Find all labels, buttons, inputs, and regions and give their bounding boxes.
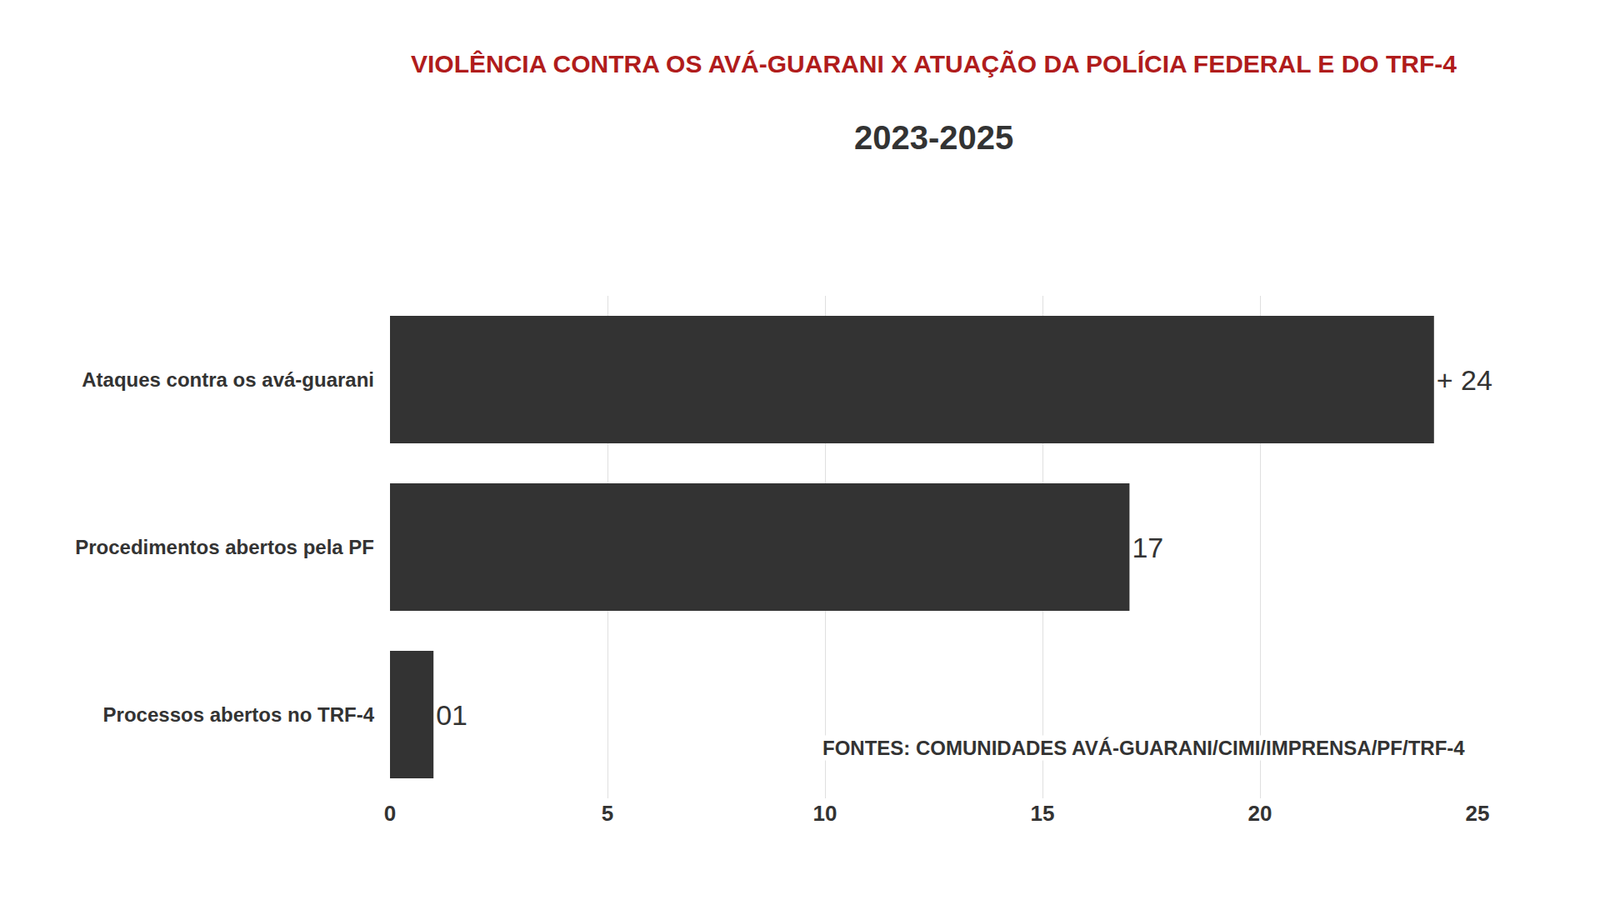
svg-text:01: 01 bbox=[435, 699, 468, 731]
svg-text:17: 17 bbox=[1131, 531, 1164, 564]
svg-text:+ 24: + 24 bbox=[1436, 364, 1493, 396]
svg-text:10: 10 bbox=[813, 800, 838, 826]
svg-text:Processos abertos no TRF-4: Processos abertos no TRF-4 bbox=[103, 703, 375, 726]
svg-text:5: 5 bbox=[601, 800, 614, 826]
svg-text:VIOLÊNCIA CONTRA OS AVÁ-GUARAN: VIOLÊNCIA CONTRA OS AVÁ-GUARANI X ATUAÇÃ… bbox=[410, 50, 1457, 78]
svg-text:Ataques contra os avá-guarani: Ataques contra os avá-guarani bbox=[81, 368, 375, 391]
svg-text:FONTES: COMUNIDADES AVÁ-GUARAN: FONTES: COMUNIDADES AVÁ-GUARANI/CIMI/IMP… bbox=[822, 736, 1465, 760]
svg-text:0: 0 bbox=[384, 800, 396, 826]
svg-text:2023-2025: 2023-2025 bbox=[854, 119, 1014, 156]
svg-text:25: 25 bbox=[1465, 800, 1490, 826]
svg-text:15: 15 bbox=[1030, 800, 1055, 826]
svg-text:20: 20 bbox=[1248, 800, 1273, 826]
svg-text:Procedimentos abertos pela PF: Procedimentos abertos pela PF bbox=[75, 535, 375, 559]
